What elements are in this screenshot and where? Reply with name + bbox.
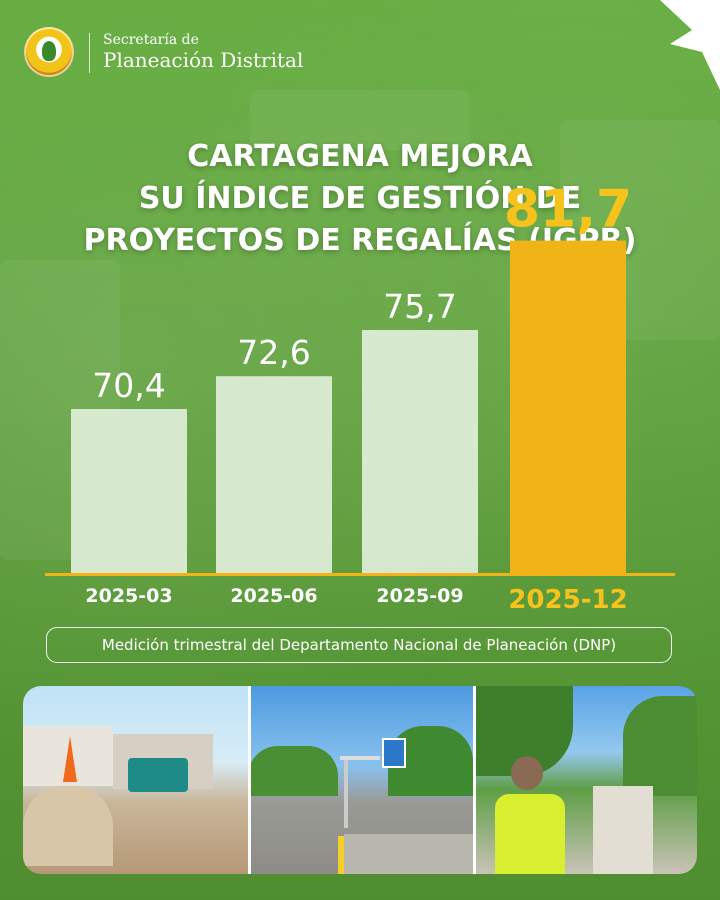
bar-2025-03 (71, 409, 187, 573)
page-title: CARTAGENA MEJORA SU ÍNDICE DE GESTIÓN DE… (0, 136, 720, 262)
title-line-2: SU ÍNDICE DE GESTIÓN DE (138, 181, 582, 216)
org-line1: Secretaría de (103, 32, 199, 48)
title-line-1: CARTAGENA MEJORA (187, 139, 533, 174)
header-divider (89, 33, 90, 73)
org-line2: Planeación Distrital (103, 48, 304, 72)
category-label-2025-09: 2025-09 (376, 585, 463, 607)
background-building-shape (250, 90, 470, 150)
city-seal-icon (24, 27, 74, 77)
footnote-box: Medición trimestral del Departamento Nac… (46, 627, 672, 663)
bar-2025-06 (216, 376, 332, 573)
photo-divider (248, 686, 251, 874)
photo-divider (473, 686, 476, 874)
value-label-2025-09: 75,7 (383, 287, 456, 326)
construction-site-photo (23, 686, 248, 874)
star-corner-icon (660, 0, 720, 90)
chart-baseline (45, 573, 675, 576)
category-label-2025-12: 2025-12 (508, 585, 627, 615)
photo-strip (23, 686, 697, 874)
inspector-photo (473, 686, 697, 874)
igpr-bar-chart: 70,4 2025-03 72,6 2025-06 75,7 2025-09 81,7 202… (45, 180, 675, 615)
value-label-2025-12: 81,7 (504, 180, 632, 240)
footnote-text: Medición trimestral del Departamento Nac… (101, 636, 617, 654)
category-label-2025-06: 2025-06 (230, 585, 317, 607)
bar-2025-12 (510, 240, 626, 573)
category-label-2025-03: 2025-03 (85, 585, 172, 607)
bus-stop-street-photo (248, 686, 473, 874)
bar-2025-09 (362, 330, 478, 573)
value-label-2025-06: 72,6 (237, 333, 310, 372)
value-label-2025-03: 70,4 (92, 366, 165, 405)
